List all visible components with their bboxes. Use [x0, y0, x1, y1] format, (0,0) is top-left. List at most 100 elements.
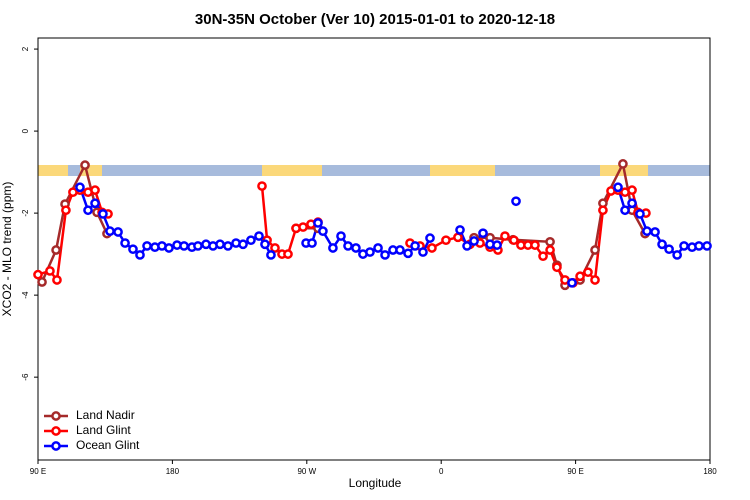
legend-label: Ocean Glint	[76, 438, 140, 452]
data-point	[283, 249, 293, 259]
data-point	[257, 181, 267, 191]
data-point	[427, 243, 437, 253]
legend-marker	[51, 441, 61, 451]
y-tick-label: -4	[21, 291, 30, 299]
data-point	[373, 243, 383, 253]
y-tick-label: -2	[21, 209, 30, 217]
data-point	[266, 250, 276, 260]
data-point	[410, 241, 420, 251]
data-point	[336, 231, 346, 241]
data-point	[403, 248, 413, 259]
data-point	[135, 250, 145, 260]
data-point	[441, 235, 451, 246]
data-point	[650, 227, 660, 237]
legend-marker	[51, 426, 61, 436]
data-point	[343, 241, 353, 251]
data-point	[120, 238, 130, 248]
data-point	[113, 227, 123, 237]
data-point	[469, 236, 479, 246]
data-point	[75, 182, 85, 193]
data-point	[657, 239, 667, 250]
land-ocean-band	[38, 165, 710, 176]
data-point	[52, 275, 62, 285]
x-tick-label: 90 E	[567, 467, 583, 476]
data-point	[98, 209, 108, 219]
data-point	[33, 269, 43, 280]
data-point	[90, 185, 100, 195]
data-point	[254, 231, 264, 241]
data-point	[298, 222, 308, 232]
data-point	[635, 209, 645, 219]
data-point	[530, 240, 540, 250]
data-point	[260, 239, 270, 250]
data-point	[538, 251, 548, 262]
data-point	[90, 198, 100, 209]
data-point	[478, 228, 488, 239]
y-tick-label: 2	[21, 46, 30, 51]
data-point	[395, 245, 405, 255]
data-point	[567, 277, 577, 288]
data-point	[51, 245, 61, 255]
data-point	[45, 266, 55, 276]
data-point	[380, 250, 390, 260]
data-point	[164, 243, 174, 253]
data-point	[545, 245, 555, 255]
data-point	[179, 241, 189, 251]
x-axis-label: Longitude	[349, 476, 402, 490]
data-point	[694, 241, 704, 251]
data-point	[575, 271, 585, 282]
chart-title: 30N-35N October (Ver 10) 2015-01-01 to 2…	[195, 11, 555, 28]
data-point	[328, 243, 338, 253]
data-point	[672, 250, 682, 260]
data-point	[351, 243, 361, 253]
x-tick-label: 90 E	[30, 467, 46, 476]
legend-label: Land Glint	[76, 423, 131, 437]
data-point	[500, 231, 510, 241]
data-point	[590, 275, 600, 285]
data-point	[128, 244, 138, 255]
legend-label: Land Nadir	[76, 408, 135, 422]
y-axis-label: XCO2 - MLO trend (ppm)	[0, 182, 14, 317]
data-point	[193, 241, 203, 251]
data-point	[307, 238, 317, 248]
data-point	[613, 182, 623, 193]
data-point	[418, 247, 428, 257]
data-point	[318, 226, 328, 237]
data-point	[590, 245, 600, 255]
data-point	[509, 235, 519, 246]
data-point	[545, 236, 555, 247]
data-point	[238, 239, 248, 250]
x-tick-label: 180	[703, 467, 717, 476]
y-tick-label: 0	[21, 128, 30, 133]
x-tick-label: 0	[439, 467, 444, 476]
data-point	[642, 226, 652, 237]
data-point	[246, 235, 256, 246]
data-point	[215, 239, 225, 250]
data-point	[365, 247, 375, 257]
data-point	[627, 198, 637, 209]
data-point	[80, 160, 90, 170]
data-point	[598, 205, 608, 216]
data-point	[313, 218, 323, 228]
x-tick-label: 90 W	[297, 467, 316, 476]
y-tick-label: -6	[21, 373, 30, 381]
data-point	[492, 240, 502, 250]
data-point	[627, 185, 637, 195]
data-point	[583, 267, 593, 278]
x-tick-label: 180	[166, 467, 180, 476]
data-point	[37, 277, 47, 287]
legend-marker	[51, 411, 61, 421]
data-point	[552, 262, 562, 273]
data-point	[664, 244, 674, 255]
data-point	[270, 243, 280, 253]
data-point	[425, 233, 435, 243]
data-point	[453, 232, 463, 243]
data-point	[223, 241, 233, 251]
data-point	[455, 225, 465, 235]
data-point	[679, 241, 689, 251]
data-point	[462, 241, 472, 251]
data-point	[618, 159, 628, 169]
data-point	[702, 241, 712, 251]
data-point	[511, 196, 521, 207]
